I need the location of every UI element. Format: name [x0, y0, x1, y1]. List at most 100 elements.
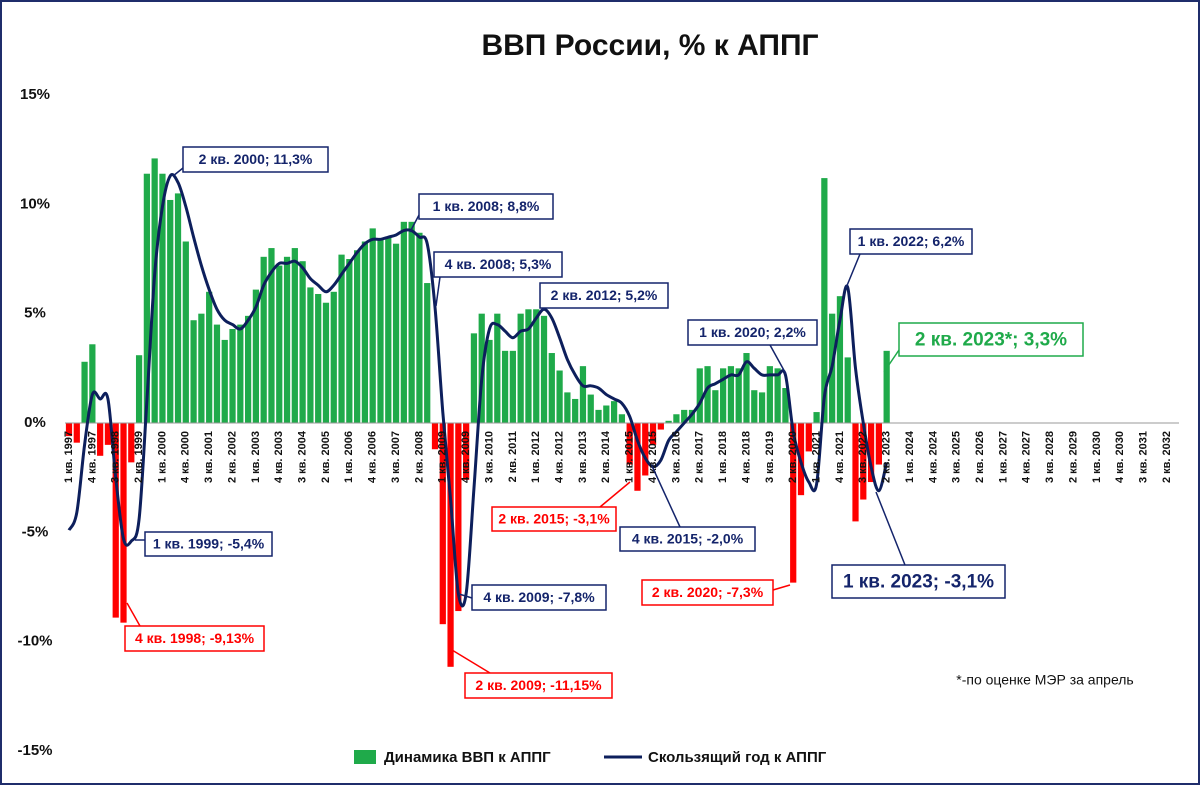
bar [860, 423, 867, 500]
bar [548, 353, 555, 423]
bar [416, 232, 423, 423]
callout-pointer [769, 344, 787, 375]
bar [400, 221, 407, 423]
callout-box [418, 193, 554, 220]
bar [517, 313, 524, 423]
callout-box [433, 251, 563, 278]
bar [463, 423, 470, 480]
bar [424, 283, 431, 423]
bar [696, 368, 703, 423]
bar [143, 173, 150, 423]
bar [135, 355, 143, 423]
bar [844, 357, 851, 423]
bar [470, 333, 478, 423]
bar [610, 401, 618, 423]
bar [540, 315, 548, 423]
bar [354, 250, 361, 423]
x-tick-label: 1 кв. 2018 [717, 431, 729, 483]
callout-pointer [599, 481, 631, 508]
y-tick-label: -5% [22, 523, 49, 540]
callout-pointer [451, 649, 491, 674]
x-tick-label: 4 кв. 2018 [740, 431, 752, 483]
x-tick-label: 2 кв. 2026 [974, 431, 986, 483]
x-tick-label: 2 кв. 2029 [1067, 431, 1079, 483]
bar [720, 368, 727, 423]
x-tick-label: 1 кв. 2027 [997, 431, 1009, 483]
callout-pointer [883, 349, 900, 373]
bar [439, 423, 446, 625]
bar [447, 423, 454, 667]
callout-box [491, 506, 617, 532]
bar [221, 339, 228, 423]
callout-pointer [435, 276, 441, 307]
bar [65, 423, 73, 437]
callout-text: 4 кв. 2009; -7,8% [483, 589, 595, 605]
callout-text: 4 кв. 2008; 5,3% [445, 256, 552, 272]
callout-box [144, 531, 273, 557]
bar [206, 291, 213, 423]
bar [704, 366, 711, 423]
x-tick-label: 1 кв. 2000 [156, 431, 168, 483]
y-tick-label: -10% [17, 633, 52, 650]
x-tick-label: 1 кв. 2003 [250, 431, 262, 483]
bar [556, 370, 563, 423]
callout-box [687, 319, 818, 346]
line [67, 173, 889, 608]
callout-pointer [172, 167, 184, 177]
callout-box [898, 322, 1084, 357]
callout-text: 1 кв. 2023; -3,1% [843, 572, 994, 593]
x-tick-label: 2 кв. 2023 [881, 431, 893, 483]
bar [758, 392, 766, 423]
callout-text: 1 кв. 2022; 6,2% [858, 233, 965, 249]
bar [120, 423, 127, 623]
bar [883, 350, 890, 423]
bar [626, 423, 633, 465]
bar [283, 256, 291, 423]
x-tick-label: 1 кв. 2012 [530, 431, 542, 483]
bar [431, 423, 439, 450]
callout-pointer [875, 491, 906, 566]
bar [501, 350, 509, 423]
bar [385, 237, 392, 423]
x-tick-label: 2 кв. 2017 [694, 431, 706, 483]
bar [572, 398, 579, 423]
bar [712, 390, 719, 423]
bar [159, 173, 166, 423]
x-tick-label: 2 кв. 2005 [320, 431, 332, 483]
y-tick-label: 10% [20, 195, 50, 212]
bar [875, 423, 882, 465]
x-tick-label: 4 кв. 2012 [554, 431, 566, 483]
bar [634, 423, 641, 491]
bar [291, 248, 298, 423]
callout-text: 2 кв. 2020; -7,3% [652, 584, 764, 600]
x-tick-label: 2 кв. 2002 [226, 431, 238, 483]
bar [533, 309, 540, 423]
x-tick-label: 4 кв. 2006 [367, 431, 379, 483]
bar [167, 199, 174, 423]
bar [564, 392, 571, 423]
bar [322, 302, 330, 423]
bar [455, 423, 462, 612]
bar [377, 239, 384, 423]
bar [681, 409, 688, 423]
bar [198, 313, 205, 423]
legend-label: Динамика ВВП к АППГ [384, 749, 551, 766]
callout-box [464, 672, 613, 699]
x-tick-label: 3 кв. 2007 [390, 431, 402, 483]
callout-pointer [651, 465, 681, 528]
bar [525, 309, 532, 423]
bar [774, 368, 781, 423]
bar [821, 178, 828, 423]
x-tick-label: 4 кв. 2009 [460, 431, 472, 483]
bar [89, 344, 96, 423]
bar [315, 293, 322, 423]
x-tick-label: 2 кв. 2011 [507, 431, 519, 482]
x-tick-label: 2 кв. 1999 [133, 431, 145, 483]
bar [805, 423, 812, 452]
callout-text: 4 кв. 1998; -9,13% [135, 630, 255, 646]
callout-box [471, 584, 607, 611]
callout-text: 2 кв. 2000; 11,3% [199, 151, 313, 167]
bar [182, 241, 189, 423]
